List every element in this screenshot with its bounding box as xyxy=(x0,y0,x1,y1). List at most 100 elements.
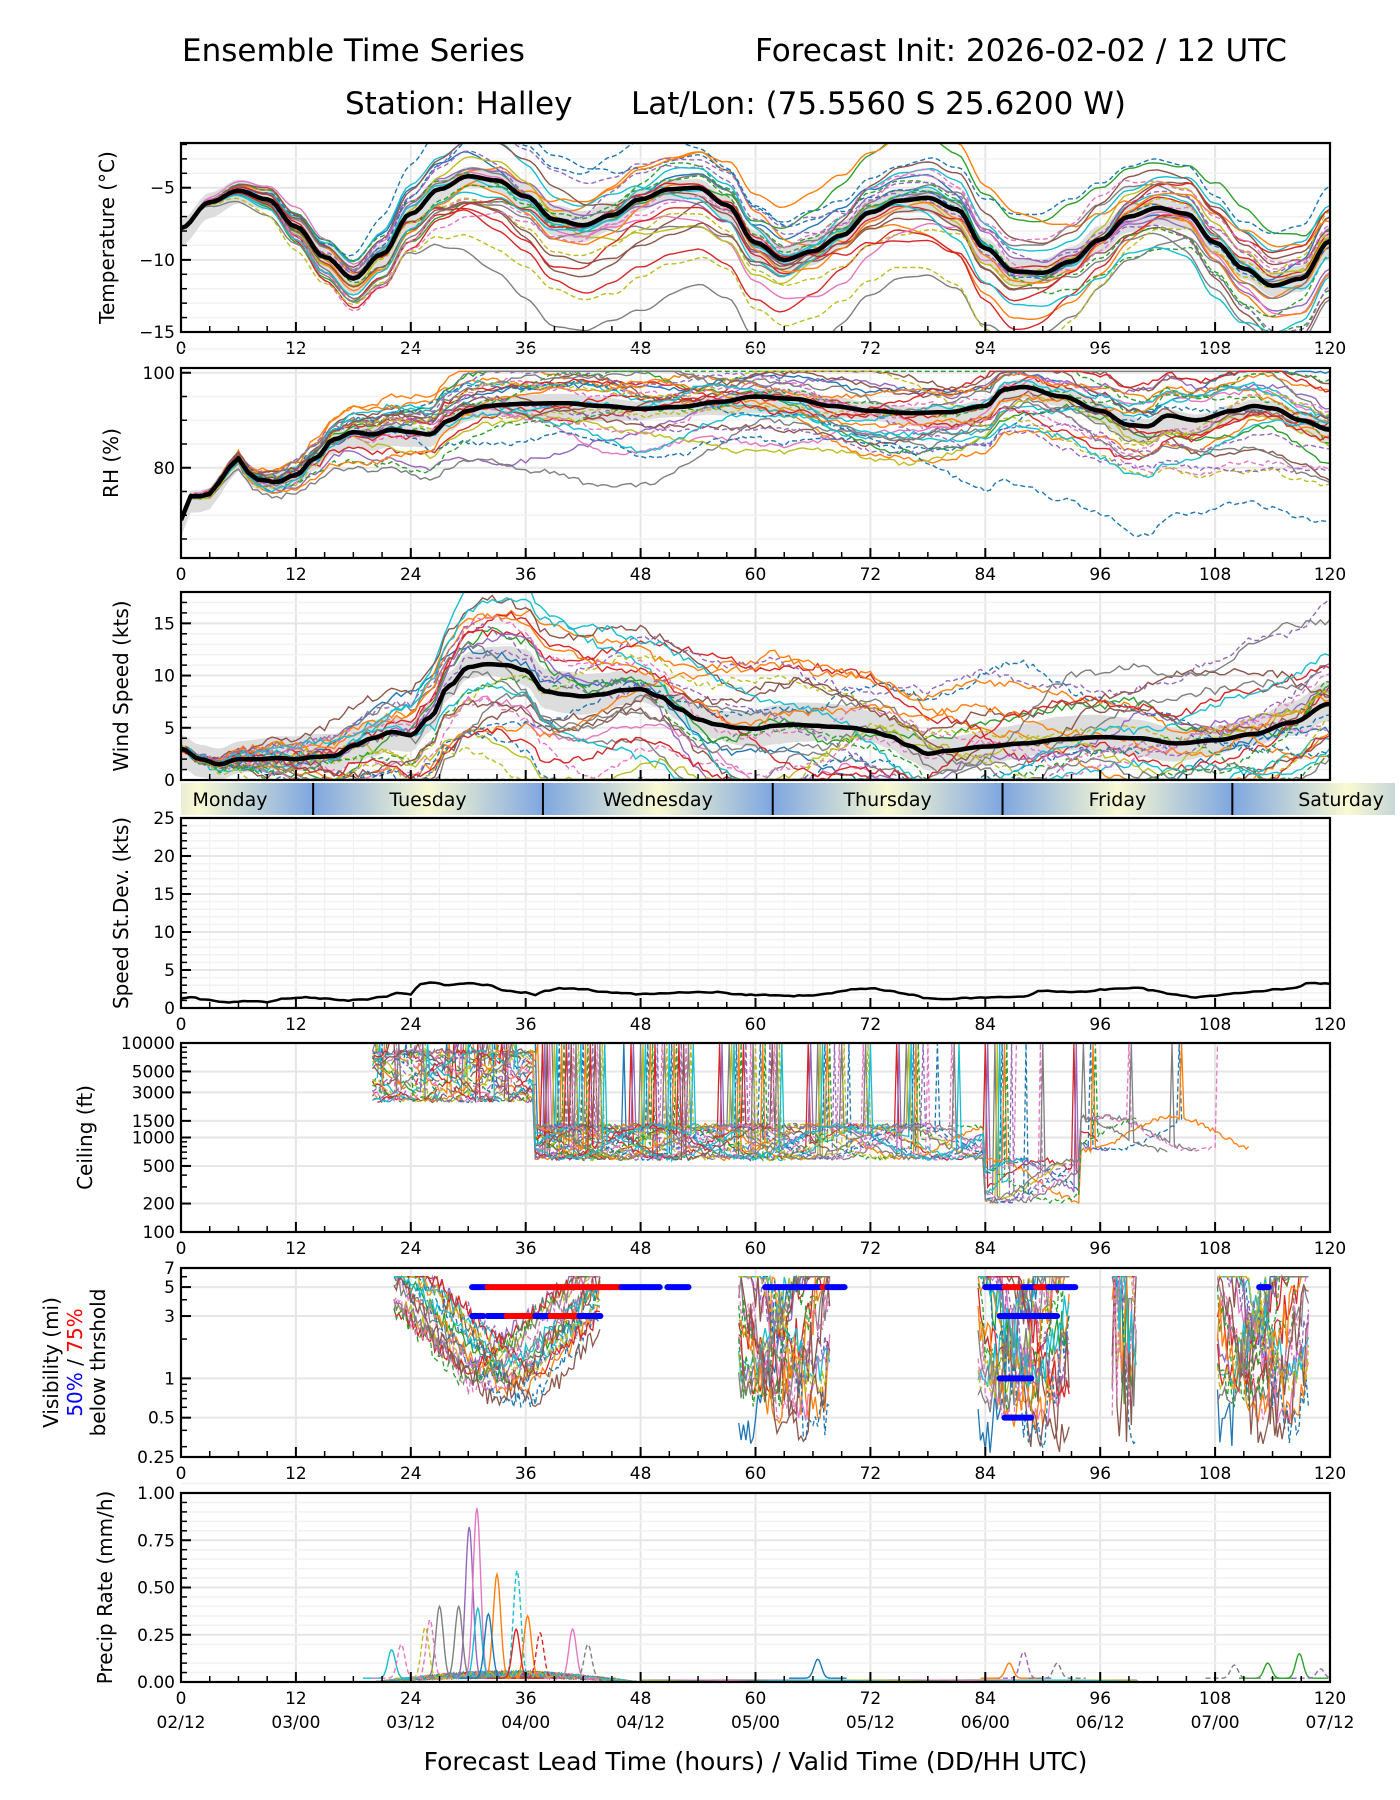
y-tick-label: 1500 xyxy=(132,1112,175,1132)
ensemble-member-line xyxy=(394,1275,1310,1394)
ensemble-member-line xyxy=(372,1043,1139,1205)
y-tick-label: 200 xyxy=(143,1195,175,1215)
ensemble-member-line xyxy=(181,378,1330,521)
x-tick-label: 84 xyxy=(974,1239,996,1259)
x-tick-label: 72 xyxy=(860,565,882,585)
ensemble-member-line xyxy=(372,1043,948,1162)
y-axis-label: Wind Speed (kts) xyxy=(109,600,133,771)
ensemble-member-line xyxy=(371,1043,831,1162)
title-right: Forecast Init: 2026-02-02 / 12 UTC xyxy=(755,33,1287,69)
x-tick-label: 48 xyxy=(630,1239,652,1259)
valid-time-label: 05/00 xyxy=(731,1713,780,1733)
ensemble-member-line xyxy=(181,183,1330,288)
y-axis-label-sub: below thrshold xyxy=(86,1289,110,1437)
y-tick-label: 3000 xyxy=(132,1083,175,1103)
ensemble-member-line xyxy=(181,597,1330,780)
x-tick-label: 12 xyxy=(285,1689,307,1709)
x-tick-label: 108 xyxy=(1199,1464,1231,1484)
y-tick-label: 0.00 xyxy=(137,1673,175,1693)
ensemble-member-line xyxy=(393,1275,1310,1407)
x-tick-label: 24 xyxy=(400,1464,422,1484)
x-tick-label: 0 xyxy=(176,1689,187,1709)
y-tick-label: 0.50 xyxy=(137,1579,175,1599)
y-tick-label: 500 xyxy=(143,1157,175,1177)
day-label-saturday: Saturday xyxy=(1298,789,1384,811)
x-tick-label: 36 xyxy=(515,1015,537,1035)
ensemble-member-line xyxy=(181,714,1330,780)
ensemble-member-line xyxy=(181,370,1330,522)
plot-area-rh xyxy=(181,370,1330,538)
x-tick-label: 72 xyxy=(860,1464,882,1484)
x-tick-label: 120 xyxy=(1314,1015,1346,1035)
y-tick-label: 1000 xyxy=(132,1129,175,1149)
ensemble-member-line xyxy=(393,1275,1137,1450)
ensemble-mean-line xyxy=(181,384,1330,521)
x-tick-label: 96 xyxy=(1089,1689,1111,1709)
ensemble-member-line xyxy=(181,375,1330,521)
valid-time-label: 05/12 xyxy=(846,1713,895,1733)
x-tick-label: 12 xyxy=(285,1239,307,1259)
valid-time-label: 04/12 xyxy=(616,1713,665,1733)
precip-peak-line xyxy=(1291,1668,1330,1679)
ensemble-member-line xyxy=(372,1043,1025,1175)
y-tick-label: 0.25 xyxy=(137,1626,175,1646)
x-tick-label: 0 xyxy=(176,1239,187,1259)
day-label-monday: Monday xyxy=(192,789,267,811)
y-tick-label: 25 xyxy=(153,809,175,829)
y-tick-label: 0.5 xyxy=(148,1409,175,1429)
x-tick-label: 96 xyxy=(1089,1464,1111,1484)
x-axis-label: Forecast Lead Time (hours) / Valid Time … xyxy=(424,1747,1088,1776)
ensemble-member-line xyxy=(181,143,1330,288)
y-tick-label: 0.75 xyxy=(137,1531,175,1551)
ensemble-member-line xyxy=(181,403,1330,522)
x-tick-label: 120 xyxy=(1314,1464,1346,1484)
y-tick-label: 0 xyxy=(164,999,175,1019)
panel-rh: 0 12 24 36 48 60 72 84 96 108 120 80 100 RH (%) xyxy=(99,348,1346,585)
valid-time-label: 06/00 xyxy=(961,1713,1010,1733)
ensemble-member-line xyxy=(393,1275,1309,1408)
y-tick-label: 10000 xyxy=(121,1034,175,1054)
valid-time-label: 03/00 xyxy=(271,1713,320,1733)
ensemble-member-line xyxy=(181,653,1330,780)
x-tick-label: 84 xyxy=(974,1464,996,1484)
x-tick-label: 60 xyxy=(745,1015,767,1035)
x-tick-label: 24 xyxy=(400,565,422,585)
day-label-tuesday: Tuesday xyxy=(388,789,466,811)
y-tick-label: 5 xyxy=(164,961,175,981)
plot-area-temperature xyxy=(181,143,1330,332)
x-tick-label: 72 xyxy=(860,1239,882,1259)
ensemble-member-line xyxy=(181,670,1330,780)
day-segment xyxy=(181,783,314,815)
ensemble-member-line xyxy=(181,390,1330,520)
ensemble-mean-line xyxy=(181,661,1330,767)
ensemble-member-line xyxy=(181,193,1330,330)
precip-peak-line xyxy=(410,1604,468,1679)
ensemble-member-line xyxy=(381,1043,577,1152)
x-tick-label: 96 xyxy=(1089,565,1111,585)
x-tick-label: 60 xyxy=(745,1689,767,1709)
ensemble-member-line xyxy=(181,168,1330,312)
valid-time-label: 07/12 xyxy=(1306,1713,1355,1733)
plot-area-wind_speed xyxy=(181,592,1330,780)
ensemble-member-line xyxy=(393,1274,1309,1444)
precip-peak-line xyxy=(559,1643,616,1679)
plot-area-ceiling xyxy=(371,1043,1250,1205)
x-tick-label: 108 xyxy=(1199,1689,1231,1709)
ensemble-member-line xyxy=(181,150,1330,273)
plot-area-precip xyxy=(181,1507,1330,1682)
x-tick-label: 60 xyxy=(745,1239,767,1259)
valid-time-label: 03/12 xyxy=(386,1713,435,1733)
y-axis-label: Precip Rate (mm/h) xyxy=(93,1491,117,1685)
x-tick-label: 0 xyxy=(176,565,187,585)
title-left: Ensemble Time Series xyxy=(182,33,525,69)
y-tick-label: 15 xyxy=(153,885,175,905)
precip-peak-line xyxy=(1270,1652,1329,1679)
ensemble-member-line xyxy=(181,143,1330,257)
x-tick-label: 84 xyxy=(974,1015,996,1035)
ensemble-member-line xyxy=(393,1275,1137,1423)
x-tick-label: 120 xyxy=(1314,1689,1346,1709)
x-tick-label: 24 xyxy=(400,1689,422,1709)
ensemble-member-line xyxy=(181,380,1330,538)
x-tick-label: 36 xyxy=(515,1689,537,1709)
plot-area-visibility xyxy=(393,1274,1310,1453)
